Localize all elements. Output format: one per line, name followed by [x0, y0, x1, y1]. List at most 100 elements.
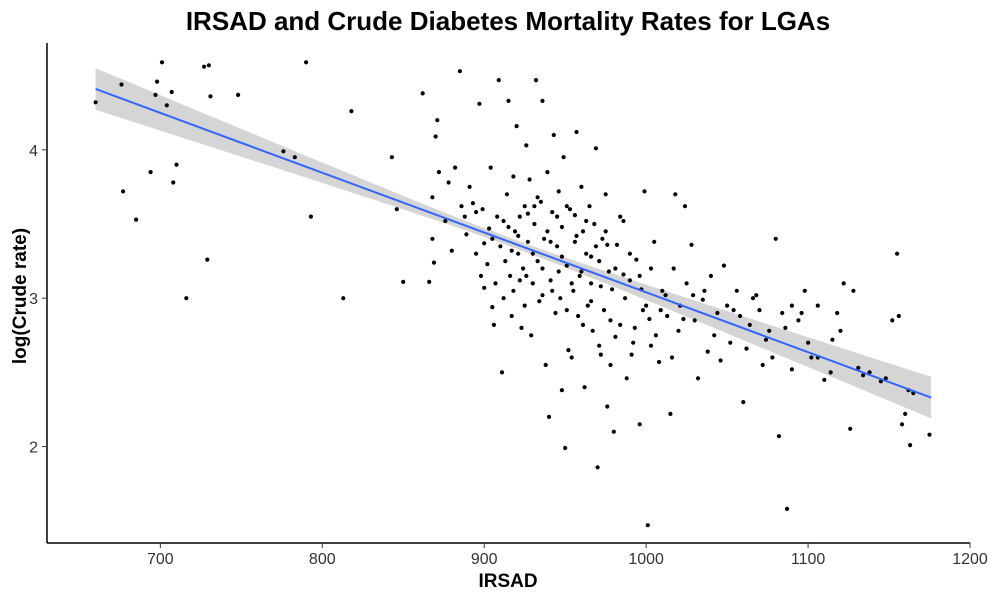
data-point	[506, 98, 511, 103]
data-point	[555, 244, 560, 249]
data-point	[579, 184, 584, 189]
data-point	[927, 432, 932, 437]
data-point	[485, 262, 490, 267]
data-point	[496, 78, 501, 83]
data-point	[784, 506, 790, 511]
data-point	[579, 269, 584, 274]
data-point	[525, 211, 531, 216]
data-point	[815, 303, 820, 308]
data-point	[572, 213, 578, 218]
data-point	[610, 287, 615, 292]
data-point	[598, 284, 603, 289]
data-point	[349, 109, 354, 114]
data-point	[304, 60, 309, 65]
data-point	[519, 325, 524, 330]
data-point	[155, 79, 160, 84]
data-point	[537, 299, 542, 304]
data-point	[467, 184, 472, 189]
data-point	[589, 299, 594, 304]
data-point	[681, 316, 686, 322]
data-point	[861, 373, 866, 378]
data-point	[684, 281, 689, 286]
data-point	[572, 239, 578, 244]
x-ticks: 700 800 900 1000 1100 1200	[147, 543, 988, 568]
x-tick-label: 700	[147, 551, 174, 568]
data-point	[559, 254, 565, 259]
data-point	[148, 170, 153, 175]
data-point	[627, 278, 633, 283]
y-tick-label: 3	[29, 291, 38, 308]
data-point	[206, 63, 211, 68]
data-point	[545, 229, 550, 234]
y-axis-title: log(Crude rate)	[10, 228, 31, 364]
data-point	[605, 242, 610, 247]
data-point	[613, 266, 618, 271]
data-point	[558, 296, 563, 301]
data-point	[637, 273, 642, 278]
data-point	[691, 293, 696, 298]
data-point	[521, 266, 526, 271]
data-point	[532, 204, 537, 209]
y-ticks: 2 3 4	[29, 143, 47, 457]
data-point	[589, 281, 594, 286]
data-point	[611, 429, 616, 434]
data-point	[550, 210, 555, 215]
data-point	[174, 162, 179, 167]
data-point	[487, 226, 492, 231]
data-point	[341, 296, 346, 301]
data-point	[542, 236, 547, 241]
chart-title: IRSAD and Crude Diabetes Mortality Rates…	[186, 6, 830, 36]
data-point	[658, 308, 663, 313]
data-point	[134, 217, 139, 222]
data-point	[645, 523, 650, 528]
data-point	[433, 134, 438, 139]
data-point	[529, 333, 534, 338]
data-point	[738, 313, 743, 319]
data-point	[511, 288, 516, 293]
data-point	[695, 376, 701, 381]
data-point	[474, 251, 479, 256]
data-point	[580, 322, 586, 327]
data-point	[443, 218, 448, 224]
data-point	[495, 214, 500, 219]
data-point	[482, 241, 487, 246]
data-point	[653, 333, 659, 338]
data-point	[427, 279, 432, 284]
data-point	[527, 177, 532, 182]
data-point	[725, 303, 730, 308]
data-point	[292, 155, 297, 160]
data-point	[676, 328, 681, 333]
data-point	[613, 334, 618, 339]
data-point	[559, 224, 565, 230]
data-point	[550, 288, 555, 293]
data-point	[689, 242, 694, 247]
data-point	[514, 124, 519, 129]
data-point	[767, 328, 772, 333]
data-point	[530, 281, 535, 286]
data-point	[499, 370, 505, 375]
data-point	[647, 316, 652, 322]
data-point	[605, 404, 610, 409]
data-point	[899, 422, 905, 427]
data-point	[474, 210, 479, 215]
data-point	[806, 340, 811, 345]
data-point	[553, 310, 558, 316]
data-point	[569, 355, 574, 360]
data-point	[308, 214, 313, 219]
data-point	[516, 251, 521, 256]
data-points-layer	[93, 60, 932, 528]
data-point	[623, 296, 628, 301]
data-point	[533, 78, 539, 83]
data-point	[556, 189, 561, 194]
data-point	[627, 251, 633, 256]
data-point	[896, 313, 901, 319]
data-point	[478, 273, 484, 278]
data-point	[561, 155, 566, 160]
data-point	[618, 214, 623, 219]
data-point	[601, 308, 607, 313]
data-point	[281, 149, 286, 154]
data-point	[511, 174, 516, 179]
data-point	[205, 257, 210, 262]
data-point	[508, 273, 513, 278]
data-point	[464, 232, 469, 237]
